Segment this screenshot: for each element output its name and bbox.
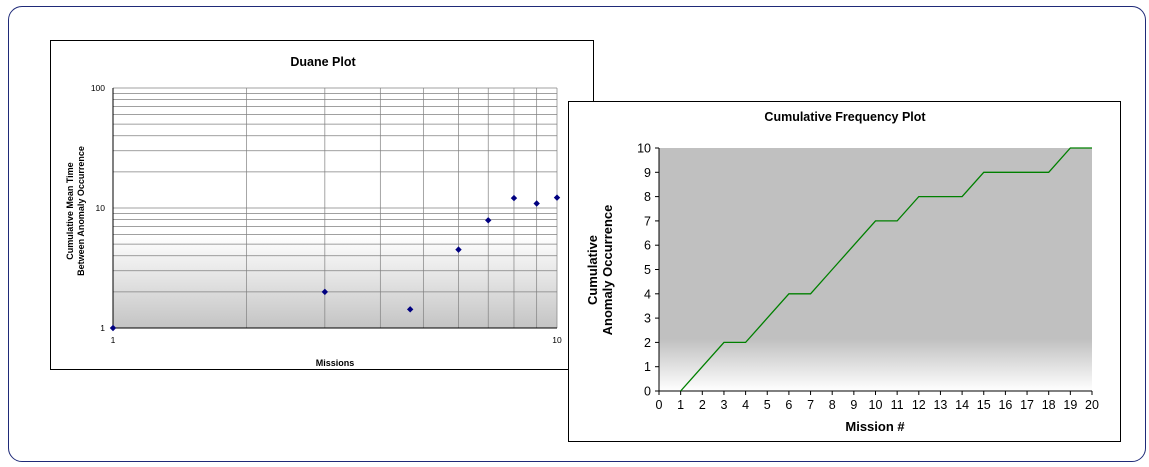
cf-y-tick-label: 7 [644, 214, 651, 228]
cf-x-tick-label: 1 [677, 398, 684, 412]
cf-x-tick-label: 9 [850, 398, 857, 412]
cf-x-tick-label: 16 [998, 398, 1012, 412]
cf-x-tick-label: 5 [764, 398, 771, 412]
cf-y-tick-label: 8 [644, 190, 651, 204]
cf-y-tick-label: 5 [644, 263, 651, 277]
duane-y-tick-label: 100 [91, 83, 105, 93]
cf-x-tick-label: 15 [977, 398, 991, 412]
duane-data-point [455, 246, 462, 253]
duane-plot-chart: 1 10 100 1 10 Duane Plot Missions Cumulative… [50, 40, 596, 370]
duane-x-tick-label: 10 [552, 335, 562, 345]
cf-x-tick-label: 17 [1020, 398, 1034, 412]
cf-x-tick-label: 0 [656, 398, 663, 412]
cf-x-tick-label: 20 [1085, 398, 1099, 412]
duane-data-point [485, 217, 492, 224]
cf-x-axis-label: Mission # [845, 419, 905, 434]
cf-title: Cumulative Frequency Plot [764, 110, 926, 124]
cf-y-tick-label: 1 [644, 360, 651, 374]
cf-x-tick-label: 2 [699, 398, 706, 412]
cf-x-tick-label: 6 [785, 398, 792, 412]
cf-x-tick-label: 8 [829, 398, 836, 412]
cf-x-tick-label: 14 [955, 398, 969, 412]
cf-y-tick-label: 6 [644, 239, 651, 253]
cf-x-tick-label: 19 [1063, 398, 1077, 412]
cf-x-tick-label: 7 [807, 398, 814, 412]
cf-x-tick-label: 4 [742, 398, 749, 412]
cf-y-tick-label: 0 [644, 385, 651, 399]
duane-data-point [406, 306, 414, 313]
duane-plot-svg: 1 10 100 1 10 Duane Plot Missions Cumulative… [65, 55, 596, 368]
cf-y-tick-label: 3 [644, 312, 651, 326]
duane-x-tick-label: 1 [111, 335, 116, 345]
cf-x-tick-label: 13 [933, 398, 947, 412]
duane-y-tick-label: 1 [100, 323, 105, 333]
duane-data-point [553, 194, 561, 201]
duane-shade-band [113, 236, 557, 328]
duane-x-axis-label: Missions [316, 358, 355, 368]
cf-series-line [680, 147, 1092, 392]
cf-x-tick-label: 10 [869, 398, 883, 412]
cf-x-tick-label: 3 [720, 398, 727, 412]
duane-y-tick-label: 10 [96, 203, 106, 213]
cf-shade-band [659, 339, 1092, 391]
cumulative-frequency-chart: 0 1 2 3 4 5 6 7 8 9 10 0 1 2 3 4 5 6 7 8 9 10 11 12 13 14 15 16 17 18… [568, 101, 1121, 442]
cf-y-tick-label: 9 [644, 166, 651, 180]
duane-data-point [321, 288, 329, 296]
cf-x-tick-label: 12 [912, 398, 926, 412]
duane-y-axis-label: Cumulative Mean TimeBetween Anomaly Occu… [65, 146, 86, 276]
duane-title: Duane Plot [290, 55, 356, 69]
cf-x-tick-label: 11 [891, 398, 904, 412]
duane-data-point [510, 194, 518, 202]
cf-x-tick-label: 18 [1042, 398, 1056, 412]
cf-y-tick-label: 2 [644, 336, 651, 350]
cf-y-tick-label: 4 [644, 287, 651, 301]
duane-data-point [109, 324, 117, 332]
slide-frame [8, 6, 1146, 462]
cf-y-tick-label: 10 [637, 142, 651, 156]
cf-y-axis-label: CumulativeAnomaly Occurrence [585, 205, 615, 336]
